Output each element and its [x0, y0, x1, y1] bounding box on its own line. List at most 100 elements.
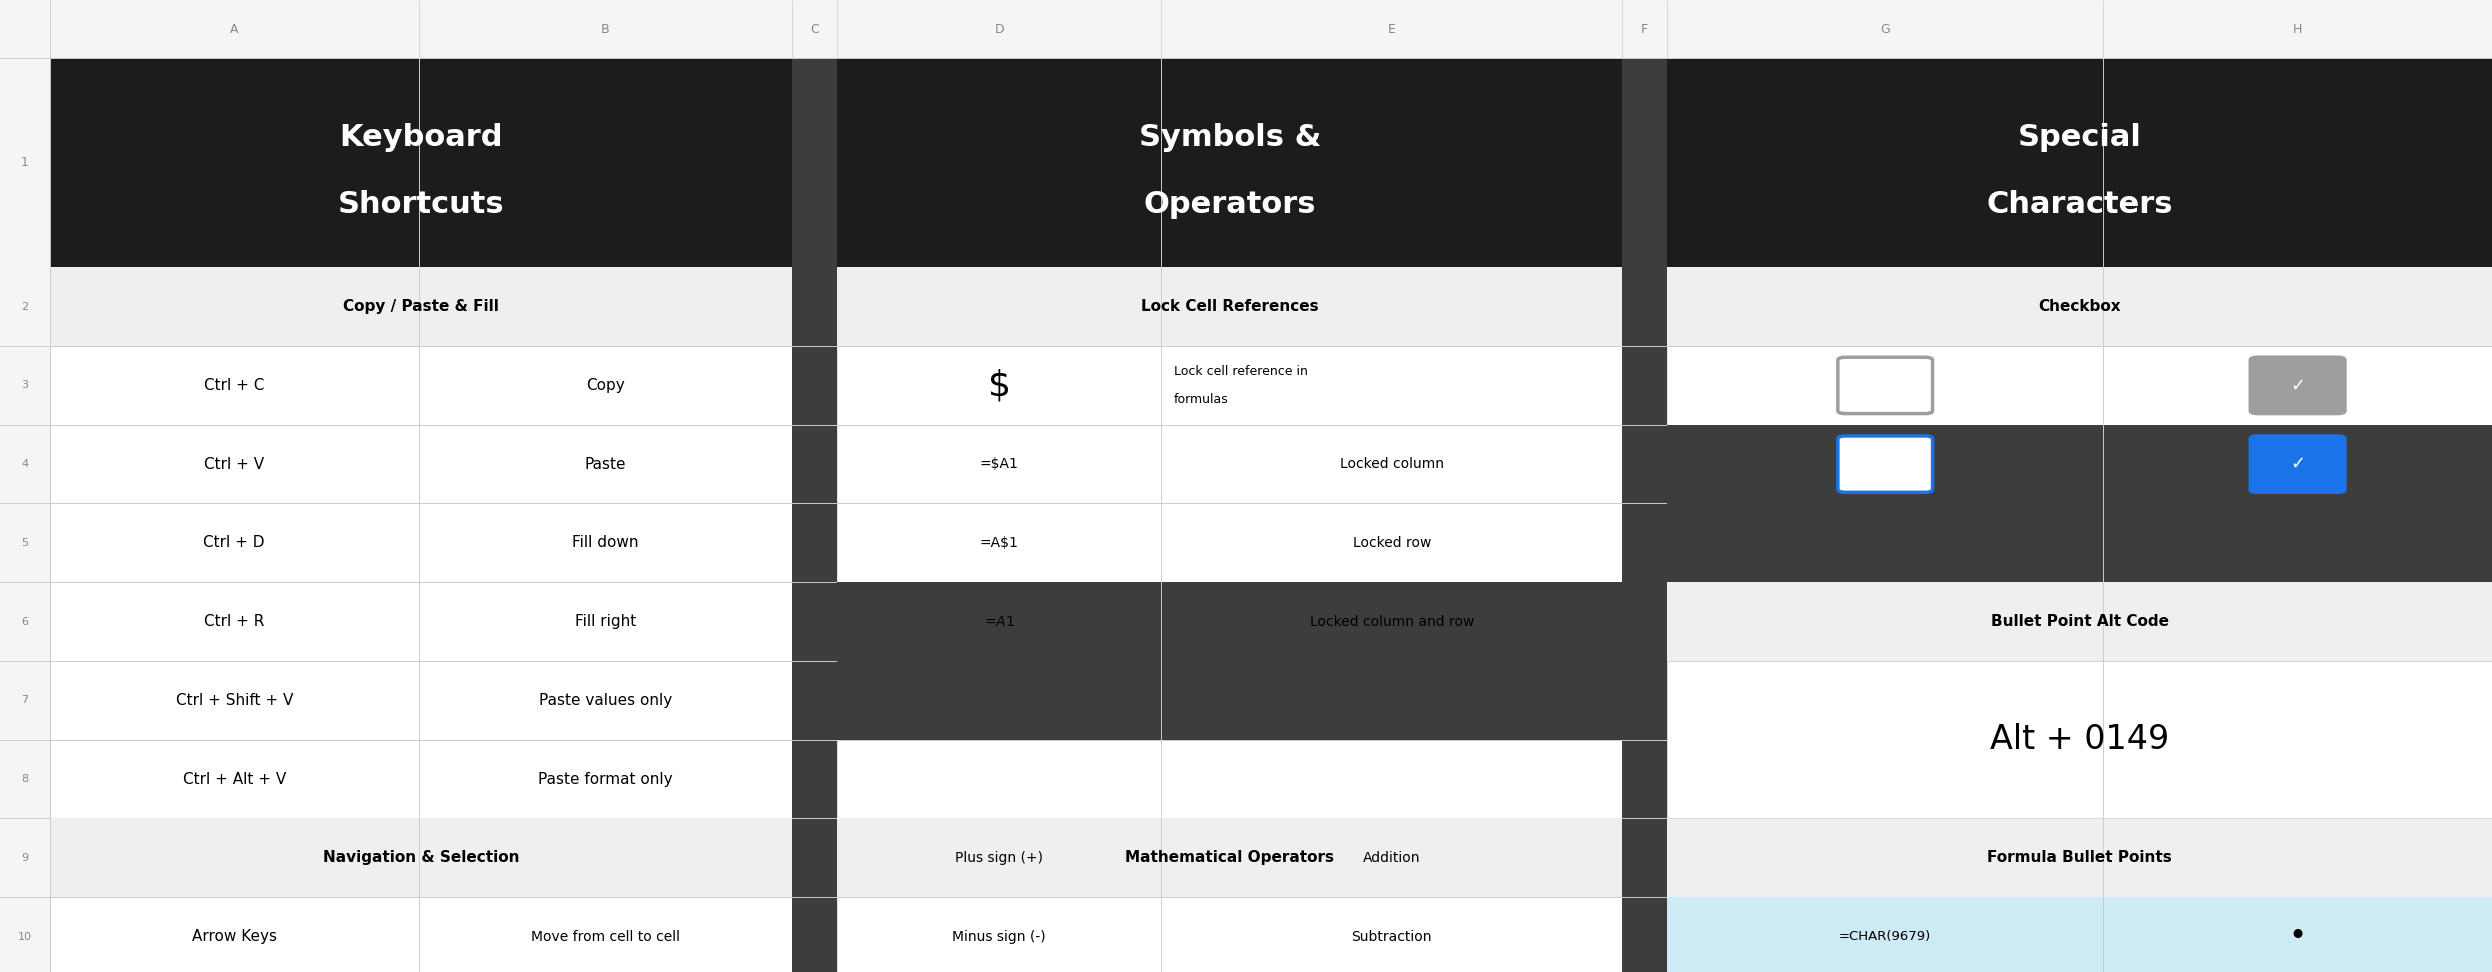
Text: Fill right: Fill right [576, 614, 635, 629]
Bar [792, 267, 837, 346]
Text: ✓: ✓ [2290, 376, 2305, 395]
Bar [0, 897, 50, 972]
Text: F: F [1642, 22, 1647, 36]
FancyBboxPatch shape [2250, 435, 2345, 492]
Text: =$A1: =$A1 [979, 457, 1019, 471]
Bar [50, 582, 792, 661]
Bar [837, 425, 1622, 503]
Bar [1622, 346, 1667, 425]
Bar [837, 346, 1622, 425]
Bar [1667, 661, 2492, 740]
Text: 10: 10 [17, 931, 32, 942]
Bar [0, 503, 50, 582]
Bar [50, 425, 792, 503]
Text: Symbols &: Symbols & [1139, 123, 1321, 153]
Text: Ctrl + V: Ctrl + V [204, 457, 264, 471]
Bar [50, 818, 792, 897]
Text: G: G [1881, 22, 1889, 36]
Text: Ctrl + D: Ctrl + D [204, 536, 264, 550]
Text: Navigation & Selection: Navigation & Selection [324, 850, 518, 865]
Bar [1667, 503, 2492, 582]
Bar [1667, 582, 2492, 661]
Bar [837, 267, 1622, 346]
Bar [0, 818, 50, 897]
Bar [1667, 267, 2492, 346]
Bar [1622, 425, 1667, 503]
Bar [1622, 58, 1667, 267]
Bar [50, 346, 792, 425]
Bar [50, 267, 792, 346]
Text: =CHAR(9679): =CHAR(9679) [1839, 930, 1931, 943]
Bar [1667, 346, 2492, 425]
Bar [50, 58, 792, 267]
Bar [50, 897, 792, 972]
Bar [1667, 503, 2492, 582]
Bar [837, 740, 1622, 818]
Text: Subtraction: Subtraction [1351, 929, 1433, 944]
Bar [50, 267, 792, 346]
Bar [0, 267, 50, 346]
Bar [1622, 897, 1667, 972]
Bar [2103, 897, 2492, 972]
Text: Paste values only: Paste values only [538, 693, 673, 708]
Bar [1622, 740, 1667, 818]
Bar [837, 267, 1622, 346]
Text: Plus sign (+): Plus sign (+) [954, 850, 1044, 865]
Bar [1667, 740, 2492, 818]
Text: 6: 6 [22, 616, 27, 627]
Bar [792, 582, 837, 661]
Text: Bullet Point Alt Code: Bullet Point Alt Code [1991, 614, 2168, 629]
Bar [50, 740, 792, 818]
Text: Formula Bullet Points: Formula Bullet Points [1986, 850, 2173, 865]
Bar [1667, 897, 2492, 972]
Bar [792, 897, 837, 972]
Text: Addition: Addition [1363, 850, 1420, 865]
Text: Copy: Copy [586, 378, 625, 393]
Bar [1667, 425, 2492, 582]
Bar [837, 503, 1622, 582]
Text: E: E [1388, 22, 1396, 36]
Text: Minus sign (-): Minus sign (-) [952, 929, 1047, 944]
Bar [0, 740, 50, 818]
Bar [1667, 582, 2492, 661]
Text: 3: 3 [22, 380, 27, 391]
Text: Locked column and row: Locked column and row [1311, 614, 1473, 629]
Text: Arrow Keys: Arrow Keys [192, 929, 277, 944]
Text: Copy / Paste & Fill: Copy / Paste & Fill [344, 299, 498, 314]
Bar [792, 425, 837, 503]
Text: Alt + 0149: Alt + 0149 [1991, 723, 2168, 756]
Bar [792, 503, 837, 582]
Text: A: A [229, 22, 239, 36]
Bar [0, 425, 50, 503]
Text: •: • [2288, 922, 2308, 951]
Bar [837, 897, 1622, 972]
Bar [1622, 503, 1667, 582]
Text: Operators: Operators [1144, 191, 1316, 219]
Bar [0, 58, 50, 267]
Text: formulas: formulas [1174, 393, 1229, 405]
Bar [0, 346, 50, 425]
Bar [837, 818, 1622, 897]
Bar [792, 818, 837, 897]
Text: Paste: Paste [586, 457, 625, 471]
Text: Locked column: Locked column [1341, 457, 1443, 471]
Text: D: D [994, 22, 1004, 36]
Text: Characters: Characters [1986, 191, 2173, 219]
Text: Shortcuts: Shortcuts [339, 191, 503, 219]
Text: 7: 7 [22, 695, 27, 706]
Bar [837, 818, 1622, 897]
Bar [1667, 58, 2492, 267]
Bar [1667, 425, 2492, 503]
Text: 2: 2 [22, 301, 27, 312]
Text: Ctrl + R: Ctrl + R [204, 614, 264, 629]
Bar [792, 740, 837, 818]
Text: Checkbox: Checkbox [2038, 299, 2121, 314]
FancyBboxPatch shape [1839, 435, 1934, 492]
Text: Locked row: Locked row [1353, 536, 1430, 550]
Text: Special: Special [2019, 123, 2141, 153]
Bar [792, 661, 837, 740]
Bar [1622, 661, 1667, 740]
Text: 4: 4 [22, 459, 27, 469]
Bar [1667, 897, 2103, 972]
Text: H: H [2293, 22, 2303, 36]
